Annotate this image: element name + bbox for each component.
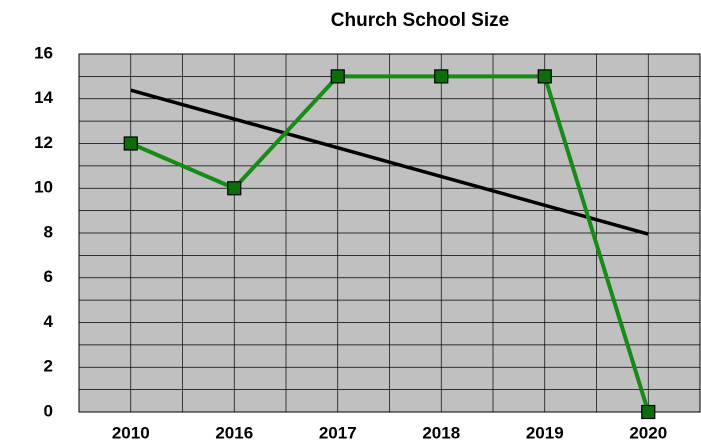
x-tick-label: 2018 [422, 423, 460, 442]
trendline [130, 88, 649, 236]
y-tick-label: 6 [44, 267, 53, 286]
marker [537, 69, 552, 84]
marker [330, 69, 345, 84]
x-tick-label: 2019 [526, 423, 564, 442]
marker [641, 404, 656, 420]
y-tick-label: 12 [34, 133, 53, 152]
marker [227, 181, 242, 196]
marker [434, 69, 449, 84]
y-tick-label: 0 [44, 401, 53, 420]
y-tick-label: 14 [34, 88, 53, 107]
plot-border [78, 53, 701, 413]
y-tick-label: 4 [44, 312, 54, 331]
y-tick-label: 10 [34, 178, 53, 197]
x-tick-label: 2010 [112, 423, 150, 442]
series-line [129, 74, 651, 413]
marker [123, 136, 138, 151]
chart-title: Church School Size [331, 10, 509, 31]
x-tick-label: 2020 [629, 423, 667, 442]
x-tick-label: 2016 [215, 423, 253, 442]
x-tick-label: 2017 [319, 423, 357, 442]
y-tick-label: 2 [44, 357, 53, 376]
y-tick-label: 8 [44, 222, 53, 241]
y-tick-label: 16 [34, 43, 53, 62]
